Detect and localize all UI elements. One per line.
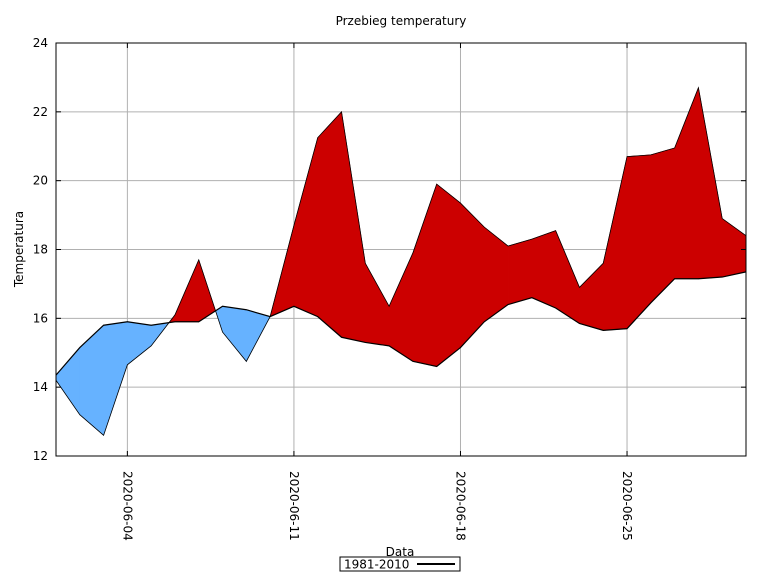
x-tick-label: 2020-06-25 (620, 471, 634, 541)
y-tick-label: 18 (33, 243, 48, 257)
x-tick-label: 2020-06-04 (120, 471, 134, 541)
y-axis-ticks: 12 14 16 18 20 22 24 (33, 36, 746, 463)
x-tick-label: 2020-06-11 (287, 471, 301, 541)
y-tick-label: 20 (33, 174, 48, 188)
y-tick-label: 14 (33, 380, 48, 394)
legend-box (339, 556, 461, 572)
temperature-line (55, 86, 747, 437)
above-normal-area (626, 154, 652, 330)
above-normal-area (650, 147, 675, 304)
temperature-fill-areas (55, 87, 747, 437)
above-normal-area (317, 111, 342, 338)
y-tick-label: 24 (33, 36, 48, 50)
legend-label: 1981-2010 (344, 558, 409, 572)
y-tick-label: 12 (33, 449, 48, 463)
above-normal-area (531, 230, 556, 309)
x-axis-ticks: 2020-06-04 2020-06-11 2020-06-18 2020-06-25 (120, 43, 634, 541)
y-tick-label: 16 (33, 311, 48, 325)
above-normal-area (507, 238, 533, 305)
y-axis-title: Temperatura (12, 211, 26, 288)
normal-1981-2010-line (55, 271, 747, 376)
series-lines (55, 86, 747, 437)
legend: 1981-2010 (339, 556, 461, 572)
chart-title: Przebieg temperatury (336, 14, 467, 28)
x-tick-label: 2020-06-18 (453, 471, 467, 541)
y-tick-label: 22 (33, 105, 48, 119)
above-normal-area (436, 183, 461, 368)
x-axis-title: Data (386, 545, 415, 559)
